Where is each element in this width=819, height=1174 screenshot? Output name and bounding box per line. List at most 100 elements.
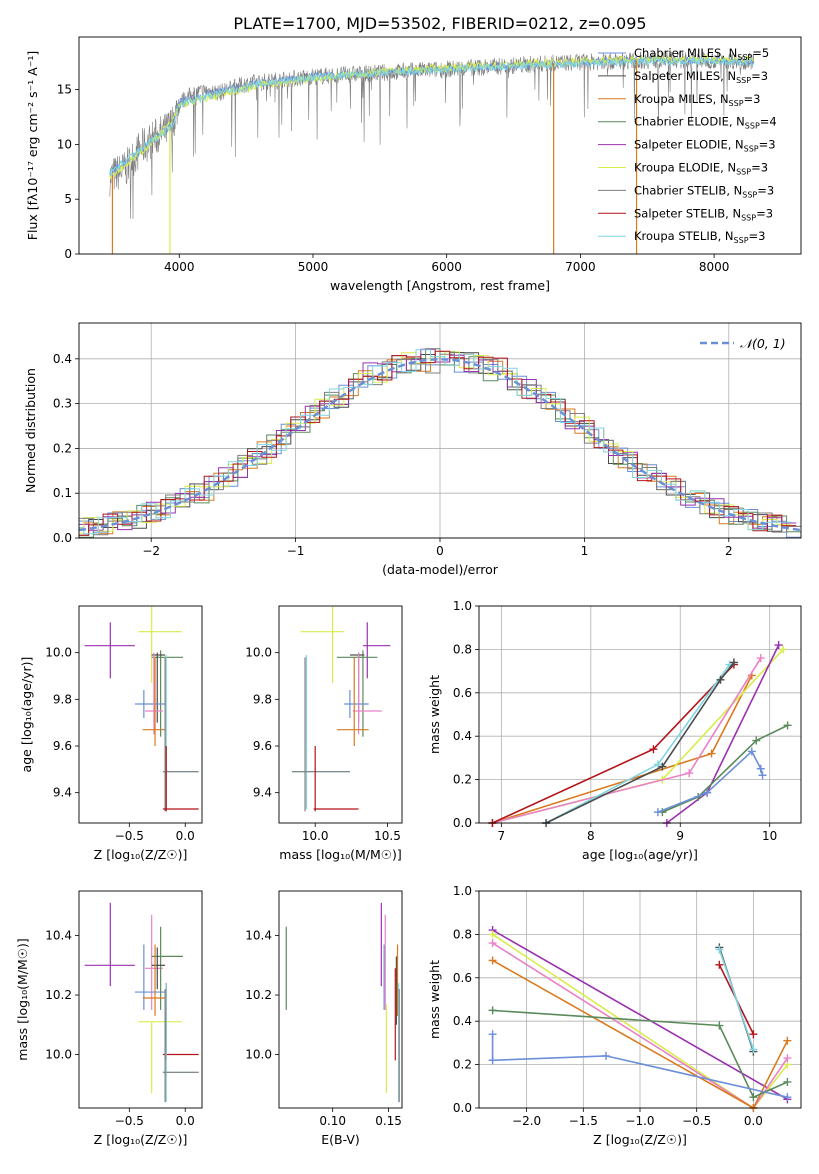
y-tick-label: 9.6: [253, 739, 272, 753]
mass-vs-ebv-panel: 0.10 0.15 10.0 10.2 10.4 E(B-V): [245, 890, 403, 1147]
weight-point-marker: [488, 930, 497, 939]
x-tick-label: 0.0: [176, 829, 195, 843]
y-tick-label: 9.4: [53, 786, 72, 800]
weight-vs-metallicity-panel: −2.0 −1.5 −1.0 −0.5 0.0 0.0 0.2 0.4 0.6 0.8 1.0 Z […: [427, 884, 802, 1147]
x-tick-label: 7: [498, 829, 506, 843]
y-axis-label: age [log₁₀(age/yr)]: [19, 657, 34, 773]
y-tick-label: 10.0: [45, 1047, 72, 1061]
x-tick-label: 0.0: [744, 1114, 763, 1128]
weight-point-marker: [749, 1045, 758, 1054]
y-tick-label: 10.4: [245, 929, 272, 943]
y-tick-label: 0.4: [453, 729, 472, 743]
x-tick-label: −2.0: [512, 1114, 541, 1128]
weight-point-marker: [758, 771, 767, 780]
x-tick-label: 6000: [431, 260, 462, 274]
y-tick-label: 9.4: [253, 786, 272, 800]
y-tick-label: 10.0: [45, 646, 72, 660]
x-tick-label: −2: [142, 544, 160, 558]
weight-series-line: [657, 750, 764, 813]
x-tick-label: 0.10: [319, 1114, 346, 1128]
normal-distribution-curve: [78, 358, 802, 532]
x-tick-label: −0.5: [115, 829, 144, 843]
x-tick-label: 9: [676, 829, 684, 843]
y-tick-label: 0.4: [53, 352, 72, 366]
residual-histogram: [79, 349, 792, 535]
mass-vs-metallicity-panel: −0.5 0.0 10.0 10.2 10.4 Z [log₁₀(Z/Z☉)] mass […: [15, 890, 203, 1147]
plot-frame: [478, 605, 802, 824]
x-tick-label: 0.0: [176, 1114, 195, 1128]
residual-histogram: [79, 348, 797, 531]
x-axis-label: Z [log₁₀(Z/Z☉)]: [94, 1132, 188, 1147]
y-tick-label: 10.0: [245, 646, 272, 660]
y-tick-label: 0.2: [453, 1058, 472, 1072]
y-tick-label: 1.0: [453, 884, 472, 898]
x-tick-label: 5000: [298, 260, 329, 274]
y-axis-label: mass [log₁₀(M/M☉)]: [15, 938, 30, 1060]
x-tick-label: −1.0: [625, 1114, 654, 1128]
y-tick-label: 0: [64, 247, 72, 261]
x-tick-label: 0.15: [375, 1114, 402, 1128]
weight-point-marker: [749, 1093, 758, 1102]
y-tick-label: 0.0: [453, 1101, 472, 1115]
weight-point-marker: [488, 1056, 497, 1065]
y-tick-label: 15: [57, 83, 72, 97]
y-axis-label: Normed distribution: [23, 368, 38, 493]
x-tick-label: 10.0: [302, 829, 329, 843]
weight-series-line: [492, 675, 753, 824]
plot-frame: [478, 890, 802, 1109]
spectrum-panel: 4000 5000 6000 7000 8000 0 5 10 15 wavelength [An…: [25, 36, 802, 293]
legend-entry: 𝒩(0, 1): [740, 336, 786, 351]
x-tick-label: −1: [287, 544, 305, 558]
plot-frame: [78, 890, 203, 1109]
legend-entry: Salpeter ELODIE, NSSP=3: [634, 138, 776, 154]
weight-point-marker: [715, 1021, 724, 1030]
weight-point-marker: [756, 654, 765, 663]
y-tick-label: 10.0: [245, 1047, 272, 1061]
y-tick-label: 10.2: [45, 988, 72, 1002]
residual-histogram: [79, 353, 801, 536]
x-tick-label: 1: [581, 544, 589, 558]
y-tick-label: 0.6: [453, 971, 472, 985]
legend-entry: Salpeter MILES, NSSP=3: [634, 69, 768, 85]
weight-point-marker: [715, 960, 724, 969]
weight-point-marker: [601, 1051, 610, 1060]
x-tick-label: −0.5: [682, 1114, 711, 1128]
legend-entry: Chabrier MILES, NSSP=5: [634, 46, 769, 62]
x-axis-label: wavelength [Angstrom, rest frame]: [330, 278, 550, 293]
weight-point-marker: [752, 736, 761, 745]
legend-entry: Kroupa MILES, NSSP=3: [634, 92, 760, 108]
weight-point-marker: [703, 788, 712, 797]
legend-entry: Kroupa ELODIE, NSSP=3: [634, 161, 768, 177]
weight-point-marker: [653, 760, 662, 769]
figure-title: PLATE=1700, MJD=53502, FIBERID=0212, z=0…: [233, 14, 646, 33]
plot-frame: [78, 36, 802, 255]
x-axis-label: mass [log₁₀(M/M☉)]: [279, 847, 401, 862]
legend-entry: Chabrier ELODIE, NSSP=4: [634, 115, 777, 131]
y-axis-label: Flux [fλ10⁻¹⁷ erg cm⁻² s⁻¹ A⁻¹]: [25, 51, 40, 240]
plot-frame: [78, 322, 802, 539]
plot-frame: [278, 605, 403, 824]
weight-point-marker: [779, 645, 788, 654]
y-axis-label: mass weight: [427, 675, 442, 754]
weight-point-marker: [756, 764, 765, 773]
legend-entry: Kroupa STELIB, NSSP=3: [634, 229, 765, 245]
y-tick-label: 0.0: [53, 531, 72, 545]
weight-point-marker: [783, 1036, 792, 1045]
x-tick-label: −1.5: [569, 1114, 598, 1128]
x-tick-label: 7000: [565, 260, 596, 274]
weight-point-marker: [729, 658, 738, 667]
age-vs-mass-panel: 10.0 10.5 9.4 9.6 9.8 10.0 mass [log₁₀(M/M☉)]: [245, 605, 403, 862]
x-tick-label: 8000: [699, 260, 730, 274]
residual-histogram: [79, 353, 792, 535]
weight-series-line: [545, 664, 731, 824]
residuals-panel: −2 −1 0 1 2 0.0 0.1 0.2 0.3 0.4 (data-model)/error…: [23, 322, 802, 577]
plot-frame: [78, 605, 203, 824]
y-tick-label: 9.6: [53, 739, 72, 753]
x-axis-label: Z [log₁₀(Z/Z☉)]: [593, 1132, 687, 1147]
weight-vs-age-panel: 7 8 9 10 0.0 0.2 0.4 0.6 0.8 1.0 age [log₁₀(age/yr…: [427, 599, 802, 862]
y-tick-label: 0.4: [453, 1014, 472, 1028]
y-tick-label: 1.0: [453, 599, 472, 613]
weight-point-marker: [653, 808, 662, 817]
weight-series-line: [492, 1009, 788, 1099]
